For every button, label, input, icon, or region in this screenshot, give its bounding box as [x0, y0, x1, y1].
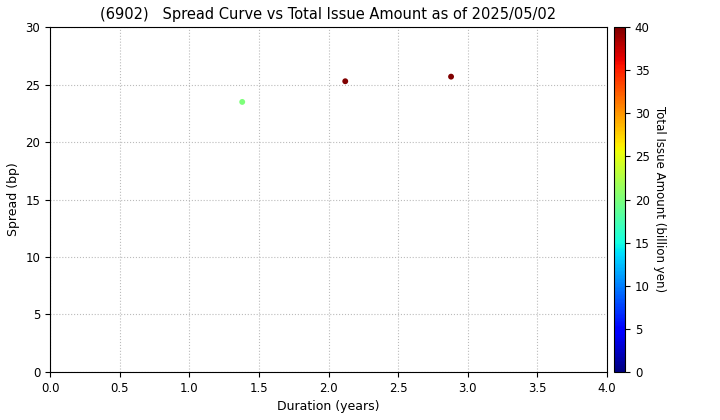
Y-axis label: Total Issue Amount (billion yen): Total Issue Amount (billion yen) [653, 106, 666, 293]
X-axis label: Duration (years): Duration (years) [277, 400, 379, 413]
Point [445, 74, 456, 80]
Point [236, 99, 248, 105]
Point [340, 78, 351, 84]
Y-axis label: Spread (bp): Spread (bp) [7, 163, 20, 236]
Title: (6902)   Spread Curve vs Total Issue Amount as of 2025/05/02: (6902) Spread Curve vs Total Issue Amoun… [101, 7, 557, 22]
